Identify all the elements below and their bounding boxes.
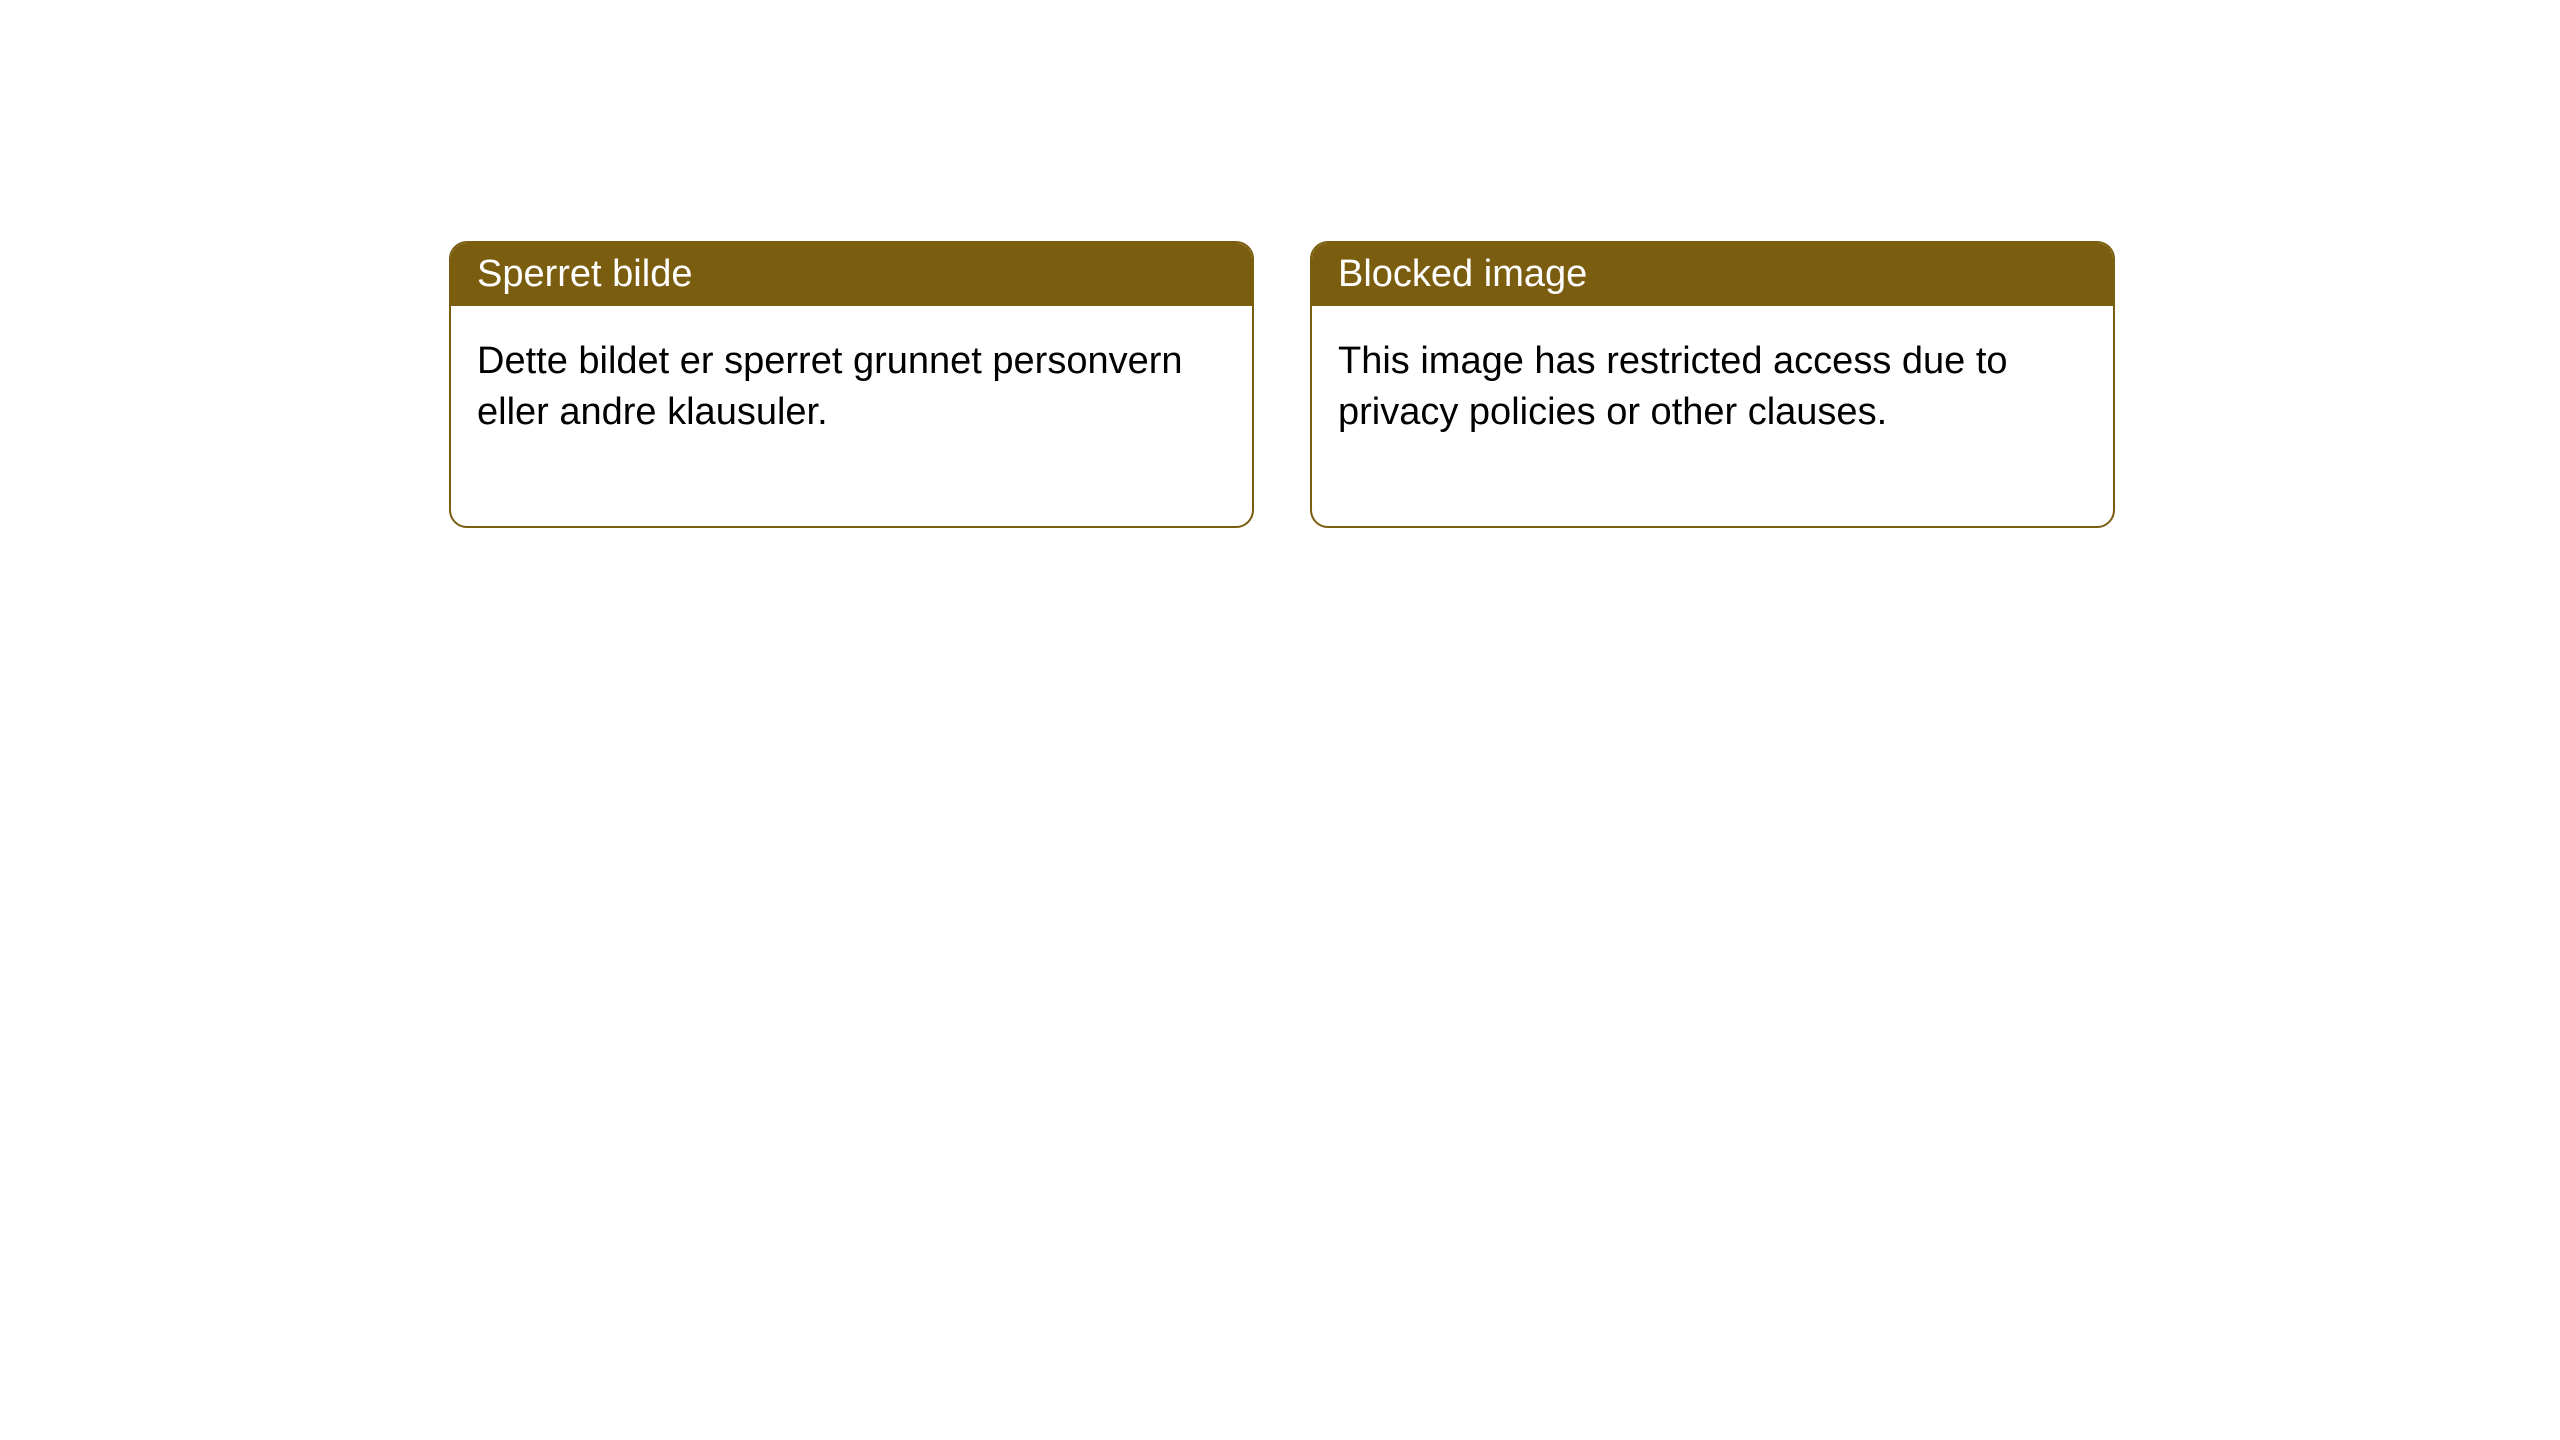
notice-card-english: Blocked image This image has restricted …	[1310, 241, 2115, 528]
card-header-norwegian: Sperret bilde	[451, 243, 1252, 306]
card-body-english: This image has restricted access due to …	[1312, 306, 2113, 526]
card-header-english: Blocked image	[1312, 243, 2113, 306]
notice-card-norwegian: Sperret bilde Dette bildet er sperret gr…	[449, 241, 1254, 528]
notice-container: Sperret bilde Dette bildet er sperret gr…	[0, 0, 2560, 528]
card-body-norwegian: Dette bildet er sperret grunnet personve…	[451, 306, 1252, 526]
